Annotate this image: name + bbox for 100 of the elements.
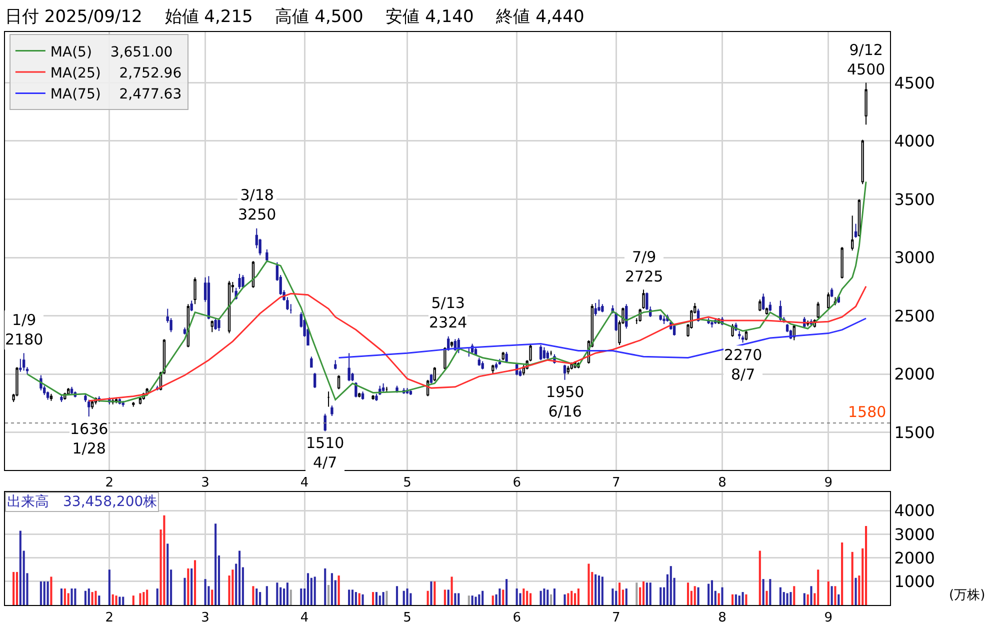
bar <box>540 590 542 605</box>
x-tick-label: 7 <box>612 610 620 626</box>
bar <box>238 550 241 605</box>
candlestick <box>385 386 388 392</box>
bar <box>40 581 42 605</box>
candlestick <box>228 280 231 334</box>
annotation: 3/18 3250 <box>238 186 276 224</box>
bar <box>817 570 820 605</box>
bar <box>386 590 388 605</box>
candlestick <box>594 302 597 316</box>
candlestick <box>744 330 748 341</box>
bar <box>854 578 857 605</box>
bar <box>46 581 49 605</box>
bar <box>16 572 18 605</box>
bar <box>256 588 258 605</box>
legend-label: MA(25) 2,752.96 <box>50 65 182 82</box>
candlestick <box>550 350 552 356</box>
candlestick <box>851 215 854 252</box>
candlestick <box>738 330 741 340</box>
bar <box>553 588 556 605</box>
bar <box>290 590 292 605</box>
bar <box>166 544 169 605</box>
candlestick <box>337 374 340 390</box>
bar <box>444 590 446 605</box>
candlestick <box>132 402 135 408</box>
bar <box>841 542 844 605</box>
bar <box>60 588 63 605</box>
bar <box>122 596 124 605</box>
candlestick <box>409 388 412 396</box>
candlestick <box>494 362 498 370</box>
bar <box>502 590 504 605</box>
bar <box>498 588 501 605</box>
candlestick <box>731 323 734 338</box>
x-tick-label: 3 <box>201 610 210 626</box>
bar <box>803 593 806 605</box>
candlestick <box>861 139 864 185</box>
y-tick-label: 3000 <box>894 248 935 268</box>
candlestick <box>50 393 53 402</box>
bar <box>516 588 518 605</box>
candlestick <box>430 374 433 384</box>
bar <box>649 582 652 605</box>
bar <box>786 593 788 605</box>
bar <box>450 576 453 605</box>
candlestick <box>468 348 470 358</box>
bar <box>406 588 408 605</box>
candlestick <box>659 314 662 321</box>
candlestick <box>505 351 508 363</box>
bar <box>642 581 645 605</box>
candlestick <box>765 307 768 316</box>
bar <box>132 596 134 605</box>
line-series <box>88 286 867 402</box>
candlestick <box>314 372 316 389</box>
bar <box>598 576 600 605</box>
x-tick-label: 6 <box>512 610 521 626</box>
bar <box>790 592 792 605</box>
bar <box>300 588 302 605</box>
bar <box>378 596 381 605</box>
bar <box>612 588 614 605</box>
bar <box>354 592 357 605</box>
bar <box>324 568 326 605</box>
bar <box>112 594 114 605</box>
annotation: 2270 8/7 <box>724 346 762 384</box>
candlestick <box>539 344 542 361</box>
bar <box>194 560 196 605</box>
candlestick <box>90 400 94 410</box>
bar <box>766 590 768 605</box>
bar <box>314 576 316 605</box>
bar <box>721 587 724 605</box>
bar <box>187 568 190 605</box>
bar <box>660 587 662 605</box>
bar <box>266 586 268 605</box>
candlestick <box>242 274 244 288</box>
candlestick <box>563 364 566 380</box>
bar <box>550 594 552 605</box>
bar <box>286 582 288 605</box>
candlestick <box>310 356 313 368</box>
bar <box>601 576 604 605</box>
bar <box>108 570 110 605</box>
candlestick <box>768 301 772 312</box>
bar <box>588 564 590 605</box>
x-tick-label: 2 <box>105 476 114 491</box>
bar <box>211 590 214 605</box>
candlestick <box>122 400 124 408</box>
bar <box>184 578 186 605</box>
bar <box>758 550 761 605</box>
bar <box>471 596 474 605</box>
bar <box>430 581 432 605</box>
legend-label: MA(5) 3,651.00 <box>50 44 173 60</box>
chart-title: 出来高 33,458,200株 <box>7 494 158 510</box>
bar <box>742 592 744 605</box>
y-tick-label: 3000 <box>894 524 935 544</box>
candlestick <box>348 352 350 382</box>
x-tick-label: 2 <box>105 610 114 626</box>
bar <box>146 590 148 605</box>
y-tick-label: 3500 <box>894 190 935 209</box>
bar <box>636 582 638 605</box>
candlestick <box>840 246 844 280</box>
candlestick <box>498 358 502 366</box>
candlestick <box>324 413 326 432</box>
candlestick <box>741 335 744 344</box>
